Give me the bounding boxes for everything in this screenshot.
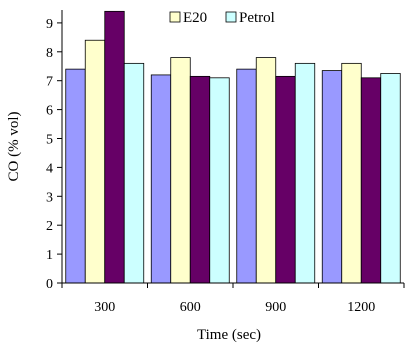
bar-series-1-600 xyxy=(150,74,172,284)
x-tick-label: 300 xyxy=(94,300,115,315)
y-tick-label: 2 xyxy=(46,219,53,234)
y-tick-label: 0 xyxy=(46,277,53,292)
y-tick-label: 9 xyxy=(46,17,53,32)
y-tick-label: 7 xyxy=(46,75,53,90)
bar-series-2-600 xyxy=(170,57,191,284)
legend: E20 Petrol xyxy=(169,10,275,26)
bar-series-4-600 xyxy=(209,77,230,284)
bars-layer xyxy=(65,10,401,284)
legend-swatch-series-2 xyxy=(169,11,181,23)
bar-series-3-600 xyxy=(189,75,211,284)
bar-series-3-300 xyxy=(104,10,125,284)
bar-series-2-900 xyxy=(255,57,277,284)
y-tick-label: 3 xyxy=(46,190,53,205)
bar-series-3-1200 xyxy=(360,77,382,284)
bar-series-2-300 xyxy=(84,39,106,284)
legend-swatch-series-4 xyxy=(225,11,237,23)
bar-series-4-300 xyxy=(123,62,145,284)
bar-series-2-1200 xyxy=(341,62,362,284)
x-tick-label: 600 xyxy=(180,300,201,315)
x-tick-label: 1200 xyxy=(347,300,375,315)
legend-label-series-2: E20 xyxy=(183,10,207,26)
legend-label-series-4: Petrol xyxy=(239,10,275,26)
y-tick-label: 5 xyxy=(46,133,53,148)
x-tick-label: 900 xyxy=(265,300,286,315)
bar-series-1-300 xyxy=(65,68,86,284)
y-tick-label: 4 xyxy=(46,161,53,176)
y-tick-label: 6 xyxy=(46,104,53,119)
axes-layer: 0 1 2 3 4 5 6 7 8 9 300 600 900 1200 xyxy=(46,10,405,315)
bar-series-1-1200 xyxy=(321,70,343,284)
bar-series-4-900 xyxy=(294,62,316,284)
y-tick-label: 8 xyxy=(46,46,53,61)
y-axis-title: CO (% vol) xyxy=(6,112,22,182)
y-tick-label: 1 xyxy=(46,248,53,263)
x-axis-title: Time (sec) xyxy=(197,327,261,343)
bar-series-1-900 xyxy=(236,68,257,284)
bar-series-3-900 xyxy=(275,75,296,284)
bar-series-4-1200 xyxy=(380,73,401,284)
